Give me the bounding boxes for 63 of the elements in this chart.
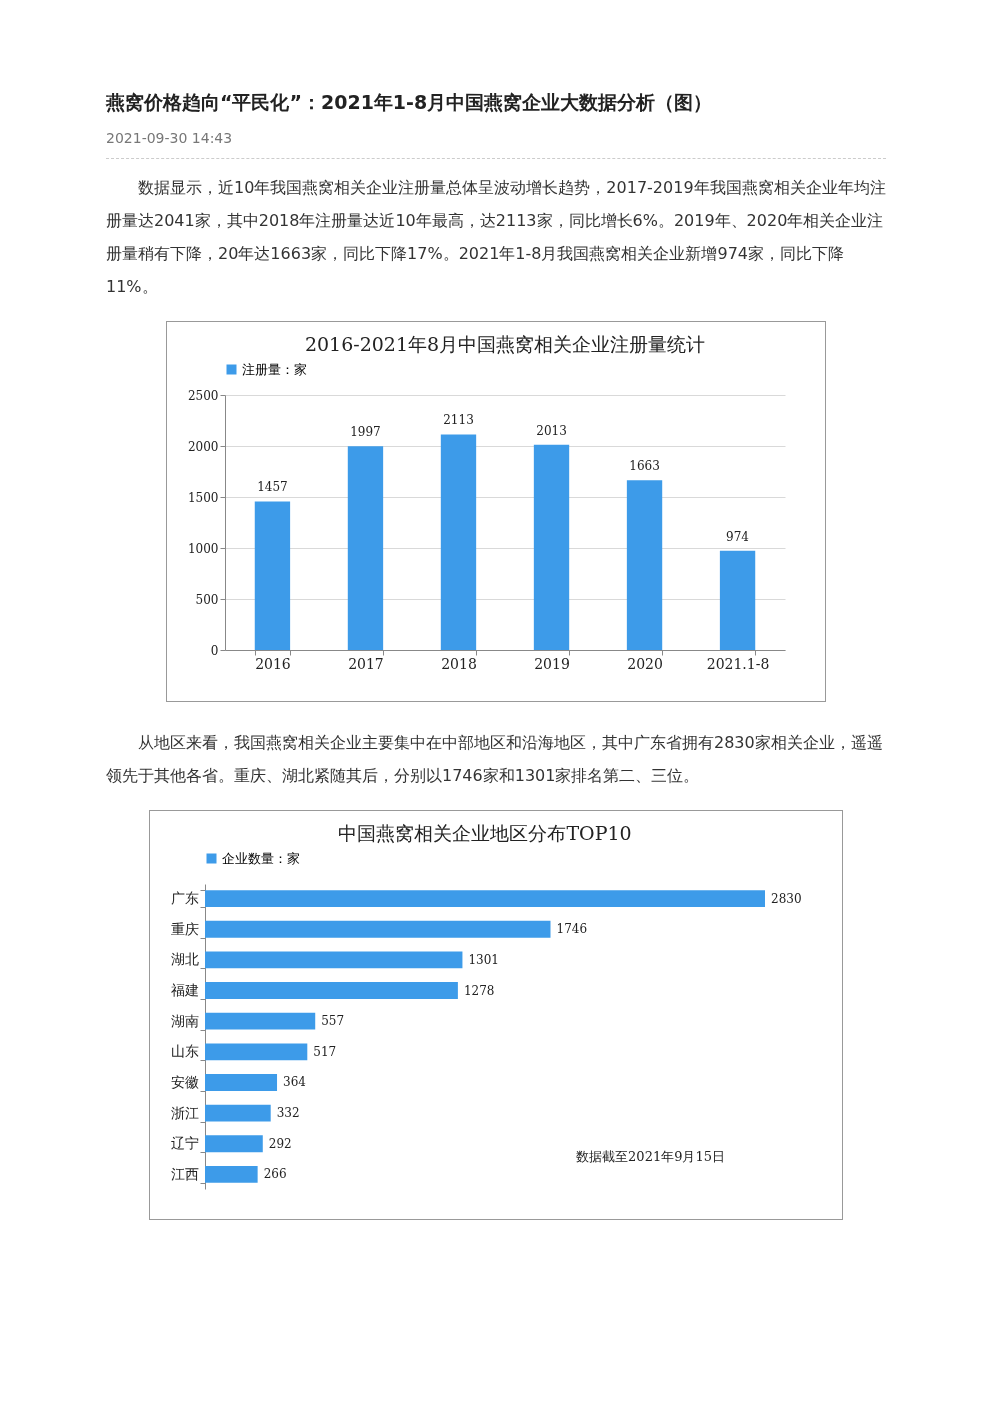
bar — [440, 434, 477, 650]
data-label: 332 — [276, 1106, 300, 1121]
y-tick-label: 浙江 — [170, 1104, 199, 1121]
bar — [205, 951, 463, 969]
y-tick-label: 500 — [195, 592, 219, 607]
data-label: 1746 — [556, 922, 588, 937]
y-tick-label: 福建 — [170, 982, 199, 999]
data-label: 1457 — [257, 480, 288, 495]
data-label: 517 — [313, 1044, 337, 1059]
data-label: 974 — [726, 529, 750, 544]
bar — [205, 1135, 263, 1153]
bar — [533, 444, 570, 650]
text: 从地区来看，我国燕窝相关企业主要集中在中部地区和沿海地区，其中广东省拥有2830家相关企业，遥遥领先于其他各省。重庆、湖北紧随其后，分别以1746家和1301家排名第二、三位。 — [106, 732, 884, 787]
text: 燕窝价格趋向“平民化”：2021年1-8月中国燕窝企业大数据分析（图） — [106, 90, 714, 115]
text: 数据显示，近10年我国燕窝相关企业注册量总体呈波动增长趋势，2017-2019年我国燕窝相关企业年均注册量达2041家，其中2018年注册量达近10年最高，达2113家，同比增长6%。2019年、2020年相关企业注册量稍有下降，20年达1663家，同比下降17%。2021年1-8月我国燕窝相关企业新增974家，同比下降11%。 — [106, 177, 886, 298]
y-tick-label: 0 — [210, 643, 219, 658]
y-tick-label: 湖北 — [170, 951, 199, 968]
bar — [205, 1012, 316, 1030]
data-label: 1301 — [468, 952, 499, 967]
data-label: 1278 — [463, 983, 495, 998]
y-tick-label: 2500 — [187, 388, 219, 403]
bar — [205, 1074, 278, 1091]
x-tick-label: 2020 — [627, 655, 663, 672]
bar — [626, 480, 663, 650]
y-tick-label: 重庆 — [170, 920, 199, 937]
y-tick-label: 2000 — [187, 439, 219, 454]
data-label: 557 — [321, 1014, 345, 1029]
text: 2021-09-30 14:43 — [106, 130, 886, 159]
bar — [205, 1043, 308, 1061]
legend-label: 注册量：家 — [242, 361, 307, 377]
x-tick-label: 2017 — [348, 655, 384, 672]
y-tick-label: 辽宁 — [170, 1135, 199, 1152]
data-label: 266 — [263, 1167, 287, 1182]
data-label: 292 — [268, 1136, 292, 1151]
x-tick-label: 2021.1-8 — [706, 655, 770, 672]
data-label: 2830 — [771, 891, 802, 906]
x-tick-label: 2016 — [255, 655, 291, 672]
bar — [254, 501, 291, 650]
y-tick-label: 1500 — [187, 490, 219, 505]
data-label: 1663 — [629, 459, 660, 474]
data-label: 2013 — [536, 423, 567, 438]
annotation: 数据截至2021年9月15日 — [576, 1149, 725, 1164]
chart-title: 中国燕窝相关企业地区分布TOP10 — [338, 822, 632, 844]
data-label: 2113 — [443, 413, 474, 428]
y-tick-label: 1000 — [187, 541, 219, 556]
x-tick-label: 2018 — [441, 655, 477, 672]
bar — [205, 890, 765, 907]
x-tick-label: 2019 — [534, 655, 570, 672]
chart-title: 2016-2021年8月中国燕窝相关企业注册量统计 — [304, 333, 706, 355]
data-label: 1997 — [350, 425, 381, 440]
data-label: 364 — [283, 1075, 307, 1090]
y-tick-label: 山东 — [170, 1043, 199, 1060]
bar — [347, 446, 384, 650]
bar — [205, 1166, 258, 1183]
bar — [719, 550, 756, 650]
y-tick-label: 湖南 — [170, 1012, 199, 1029]
bar — [205, 920, 551, 938]
bar — [205, 982, 458, 999]
y-tick-label: 广东 — [170, 890, 199, 907]
y-tick-label: 安徽 — [170, 1073, 199, 1090]
y-tick-label: 江西 — [170, 1165, 199, 1182]
legend-label: 企业数量：家 — [222, 850, 300, 866]
bar — [205, 1104, 271, 1122]
